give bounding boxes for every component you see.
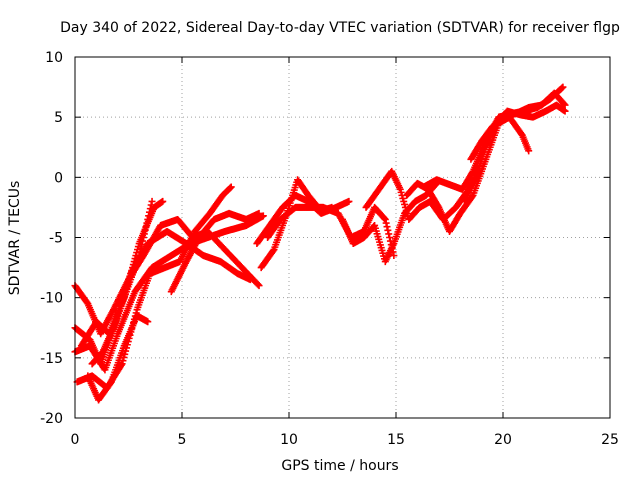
data-series [84, 312, 152, 404]
data-point [561, 107, 569, 115]
data-point [144, 215, 152, 223]
data-point [561, 101, 569, 109]
data-point [144, 318, 152, 326]
data-point [147, 201, 155, 209]
data-point [139, 234, 147, 241]
x-tick-label: 15 [387, 432, 405, 448]
x-tick-label: 5 [178, 432, 187, 448]
x-tick-label: 0 [71, 432, 80, 448]
data-series [403, 113, 533, 235]
data-point [159, 197, 167, 205]
data-point [345, 197, 353, 205]
x-tick-label: 10 [280, 432, 298, 448]
x-tick-label: 20 [494, 432, 512, 448]
data-point [558, 84, 566, 92]
data-point [259, 212, 267, 220]
data-point [254, 281, 262, 289]
data-point [559, 83, 567, 91]
labels-layer: 0 5 10 15 20 25 -20 -15 -10 -5 0 5 10 [40, 50, 619, 448]
plot-frame [74, 56, 611, 419]
data-point [139, 237, 147, 245]
data-series [467, 89, 569, 163]
marks-layer [71, 83, 569, 404]
data-point [145, 208, 153, 216]
y-tick-label: -15 [40, 351, 63, 367]
data-point [380, 215, 388, 223]
data-point [384, 226, 392, 234]
data-point [255, 282, 263, 290]
data-point [140, 230, 148, 238]
data-point [525, 147, 533, 155]
data-point [135, 252, 143, 260]
data-point [390, 252, 398, 260]
data-point [118, 360, 126, 368]
y-tick-label: -5 [49, 231, 63, 247]
data-point [142, 223, 150, 231]
data-point [137, 244, 145, 252]
data-point [227, 183, 235, 191]
data-point [146, 205, 154, 213]
data-series [167, 209, 263, 296]
x-axis-label: GPS time / hours [281, 458, 398, 474]
y-tick-label: 0 [54, 170, 63, 186]
y-tick-label: -20 [40, 411, 63, 427]
y-tick-label: 5 [54, 110, 63, 126]
data-point [136, 248, 144, 256]
data-series [88, 197, 156, 368]
data-point [383, 223, 391, 231]
data-point [226, 184, 234, 192]
y-tick-label: 10 [45, 50, 63, 66]
data-point [255, 209, 263, 217]
y-tick-label: -10 [40, 291, 63, 307]
chart-title: Day 340 of 2022, Sidereal Day-to-day VTE… [60, 20, 620, 36]
data-point [145, 212, 153, 220]
data-point [138, 241, 146, 249]
data-point [381, 215, 389, 223]
data-point [143, 219, 151, 227]
data-point [269, 247, 277, 255]
data-point [385, 230, 393, 238]
data-point [148, 197, 156, 205]
data-point [107, 379, 115, 387]
data-point [560, 100, 568, 108]
data-point [386, 234, 394, 241]
data-point [246, 276, 254, 284]
x-tick-label: 25 [601, 432, 619, 448]
y-axis-label: SDTVAR / TECUs [7, 181, 23, 296]
data-point [382, 219, 390, 227]
data-point [141, 226, 149, 234]
